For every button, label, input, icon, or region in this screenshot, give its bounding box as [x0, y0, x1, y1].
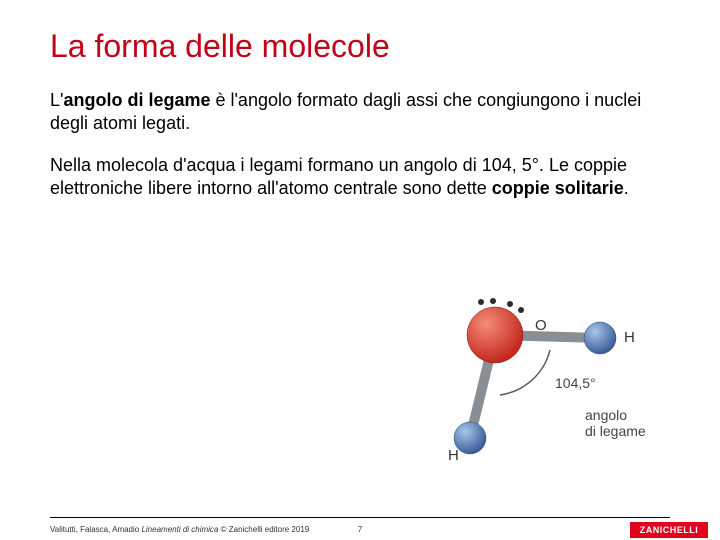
p2-bold: coppie solitarie — [492, 178, 624, 198]
footer-rest: © Zanichelli editore 2019 — [218, 525, 309, 534]
p1-bold: angolo di legame — [63, 90, 210, 110]
page-number: 7 — [358, 525, 362, 534]
svg-text:H: H — [448, 447, 459, 464]
svg-text:H: H — [624, 329, 635, 346]
paragraph-1: L'angolo di legame è l'angolo formato da… — [50, 89, 670, 136]
footer-authors: Valitutti, Falasca, Amadio — [50, 525, 141, 534]
p1-pre: L' — [50, 90, 63, 110]
footer: Valitutti, Falasca, Amadio Lineamenti di… — [0, 518, 720, 540]
publisher-logo: ZANICHELLI — [630, 522, 708, 538]
molecule-diagram: O H H 104,5° angolodi legame — [400, 280, 660, 470]
footer-book: Lineamenti di chimica — [141, 525, 218, 534]
svg-text:O: O — [535, 317, 547, 334]
p2-post: . — [624, 178, 629, 198]
page-title: La forma delle molecole — [50, 28, 670, 65]
svg-text:di legame: di legame — [585, 423, 646, 439]
svg-text:104,5°: 104,5° — [555, 375, 596, 391]
svg-text:angolo: angolo — [585, 407, 627, 423]
paragraph-2: Nella molecola d'acqua i legami formano … — [50, 154, 670, 201]
